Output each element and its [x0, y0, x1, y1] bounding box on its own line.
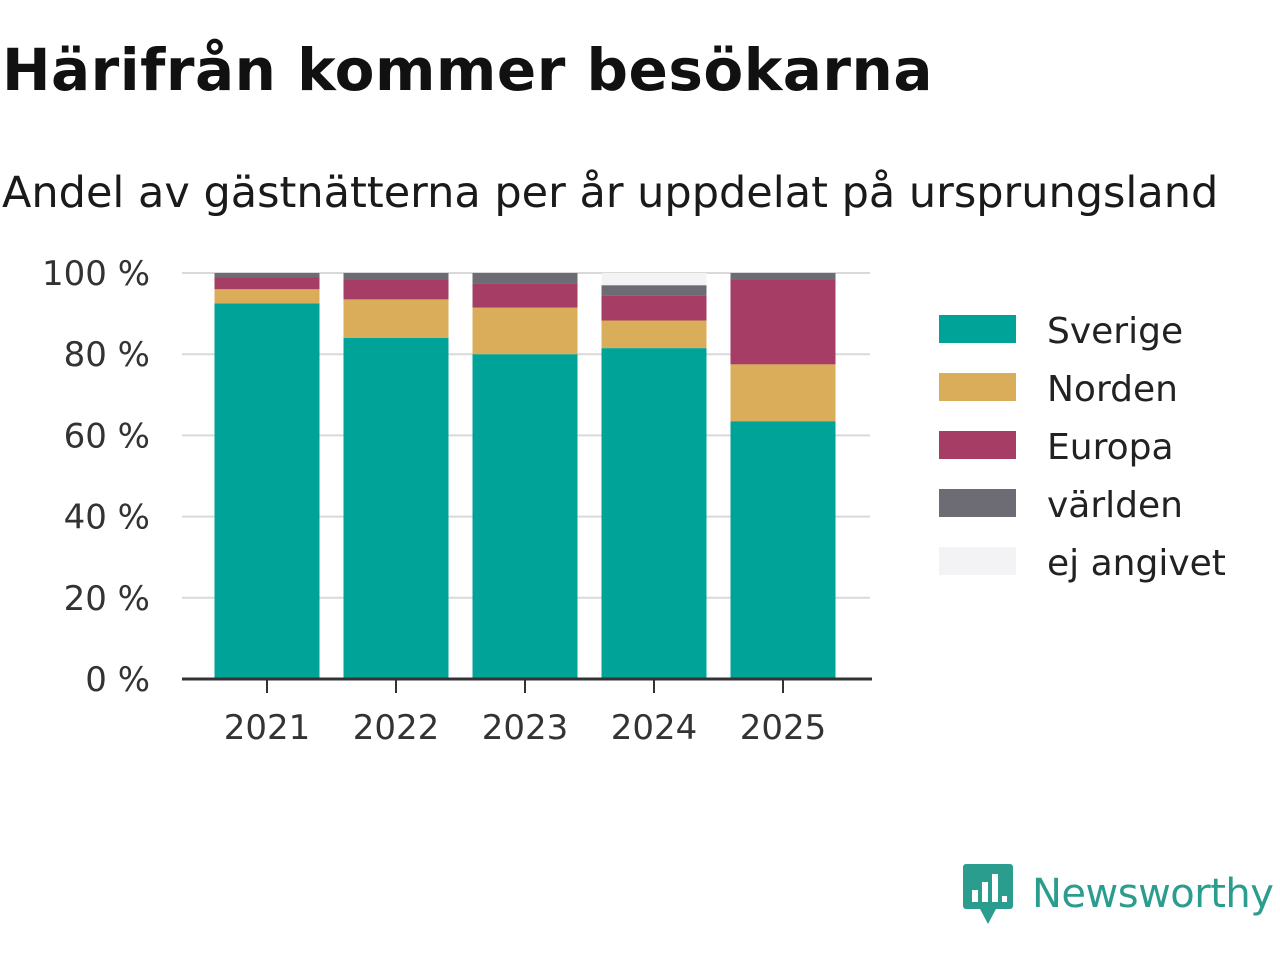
legend: Sverige Norden Europa världen ej angivet [939, 311, 1226, 584]
bar-segment-världen-2022 [343, 273, 449, 280]
bar-segment-Sverige-2022 [343, 337, 449, 679]
bar-segment-Norden-2021 [214, 289, 320, 304]
y-tick-label: 40 % [64, 498, 150, 538]
bar-segment-Sverige-2021 [214, 303, 320, 679]
y-tick-label: 100 % [42, 254, 150, 294]
bar-segment-Sverige-2025 [730, 421, 836, 679]
bars [214, 273, 836, 679]
bar-segment-Europa-2024 [601, 295, 707, 321]
chart-subtitle: Andel av gästnätterna per år uppdelat på… [2, 168, 1219, 218]
y-tick-label: 0 % [85, 660, 150, 700]
newsworthy-logo: Newsworthy [962, 862, 1274, 926]
bar-segment-världen-2024 [601, 285, 707, 296]
y-tick-label: 60 % [64, 416, 150, 456]
bar-segment-Sverige-2023 [472, 354, 578, 679]
bar-segment-Norden-2024 [601, 320, 707, 349]
axes: 0 % 20 % 40 % 60 % 80 % 100 % 2021 2022 2023 2024… [42, 254, 872, 748]
bar-segment-Europa-2022 [343, 279, 449, 300]
bar-segment-Norden-2022 [343, 299, 449, 338]
chart-title: Härifrån kommer besökarna [2, 36, 933, 104]
legend-swatch-världen [939, 489, 1016, 517]
legend-swatch-Sverige [939, 315, 1016, 343]
legend-swatch-ej-angivet [939, 547, 1016, 575]
y-tick-label: 20 % [64, 579, 150, 619]
legend-label-ej-angivet: ej angivet [1047, 543, 1226, 584]
x-tick-label: 2021 [224, 708, 311, 748]
x-tick-label: 2022 [353, 708, 440, 748]
legend-swatch-Europa [939, 431, 1016, 459]
bar-segment-ej-angivet-2024 [601, 273, 707, 286]
bar-segment-Europa-2021 [214, 277, 320, 290]
bar-segment-Europa-2025 [730, 279, 836, 365]
bar-segment-Norden-2025 [730, 364, 836, 422]
y-tick-label: 80 % [64, 335, 150, 375]
x-tick-label: 2023 [482, 708, 569, 748]
legend-label-Norden: Norden [1047, 369, 1178, 410]
legend-swatch-Norden [939, 373, 1016, 401]
brand-name: Newsworthy [1032, 871, 1274, 917]
legend-label-världen: världen [1047, 485, 1183, 526]
bar-segment-Norden-2023 [472, 307, 578, 355]
bar-segment-världen-2025 [730, 273, 836, 280]
bar-segment-Sverige-2024 [601, 348, 707, 679]
legend-label-Sverige: Sverige [1047, 311, 1183, 352]
bar-segment-Europa-2023 [472, 283, 578, 308]
legend-label-Europa: Europa [1047, 427, 1174, 468]
newsworthy-logo-icon [963, 864, 1013, 924]
x-tick-label: 2024 [611, 708, 698, 748]
bar-segment-världen-2023 [472, 273, 578, 284]
x-tick-label: 2025 [740, 708, 827, 748]
bar-segment-världen-2021 [214, 273, 320, 278]
